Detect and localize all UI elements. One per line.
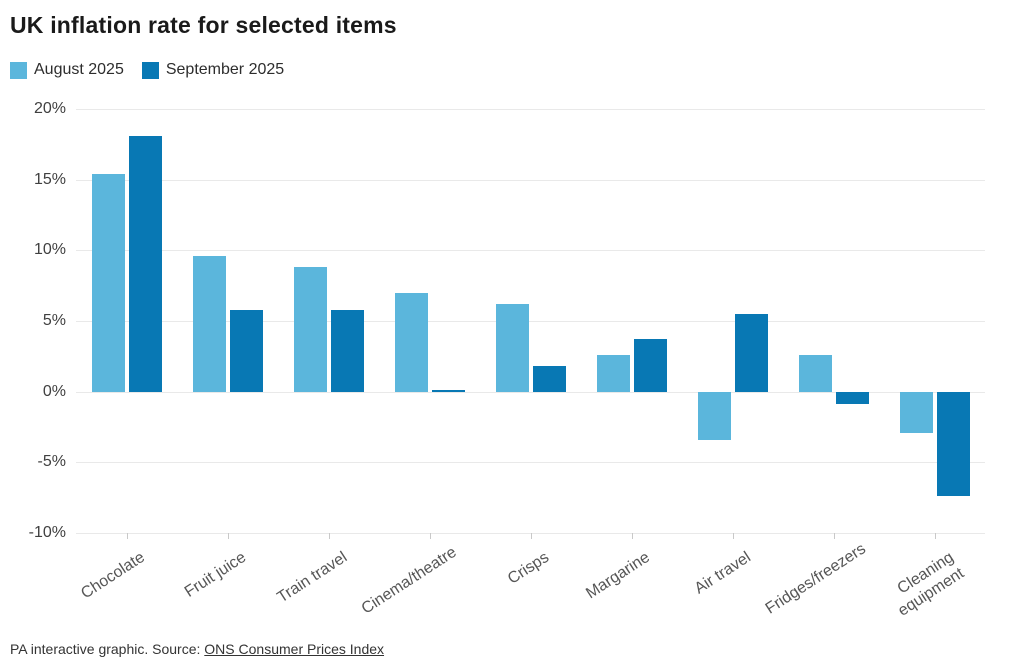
bar-august-2025-air-travel[interactable] xyxy=(698,391,731,440)
legend-item-september[interactable]: September 2025 xyxy=(141,61,285,79)
bar-september-2025-margarine[interactable] xyxy=(634,339,667,392)
bar-september-2025-fridges-freezers[interactable] xyxy=(836,391,869,405)
x-axis-label-air-travel: Air travel xyxy=(692,548,755,598)
x-axis-label-cleaning-equipment: Cleaning equipment xyxy=(894,548,967,620)
x-axis-tick-crisps xyxy=(531,533,532,539)
chart-title: UK inflation rate for selected items xyxy=(10,12,397,38)
bar-september-2025-fruit-juice[interactable] xyxy=(230,309,263,392)
bar-august-2025-crisps[interactable] xyxy=(496,304,529,392)
bar-september-2025-cinema-theatre[interactable] xyxy=(432,390,465,392)
x-axis-tick-fruit-juice xyxy=(228,533,229,539)
source-note: PA interactive graphic. Source: ONS Cons… xyxy=(10,641,384,657)
bar-august-2025-cinema-theatre[interactable] xyxy=(395,292,428,392)
bar-august-2025-chocolate[interactable] xyxy=(92,174,125,392)
gridline--5 xyxy=(76,462,985,463)
x-axis-label-chocolate: Chocolate xyxy=(78,548,149,603)
gridline-0 xyxy=(76,392,985,393)
bar-august-2025-fruit-juice[interactable] xyxy=(193,255,226,392)
x-axis-label-train-travel: Train travel xyxy=(274,548,351,607)
x-axis-tick-air-travel xyxy=(733,533,734,539)
bar-september-2025-cleaning-equipment[interactable] xyxy=(937,391,970,497)
x-axis-label-crisps: Crisps xyxy=(505,548,553,588)
gridline--10 xyxy=(76,533,985,534)
y-axis-label-0: 0% xyxy=(42,383,66,400)
gridline-5 xyxy=(76,321,985,322)
x-axis-tick-train-travel xyxy=(329,533,330,539)
legend-label-september: September 2025 xyxy=(165,61,285,78)
x-axis-tick-fridges-freezers xyxy=(834,533,835,539)
gridline-10 xyxy=(76,250,985,251)
legend-swatch-august xyxy=(10,61,27,79)
legend-swatch-september xyxy=(141,61,159,79)
bar-september-2025-chocolate[interactable] xyxy=(129,135,162,392)
y-axis-label-20: 20% xyxy=(33,100,66,117)
y-axis-label--10: -10% xyxy=(28,524,66,541)
legend: August 2025 September 2025 xyxy=(10,61,284,79)
y-axis-label-15: 15% xyxy=(33,171,66,188)
legend-label-august: August 2025 xyxy=(34,61,124,78)
y-axis-label--5: -5% xyxy=(37,453,66,470)
x-axis-label-fridges-freezers: Fridges/freezers xyxy=(762,540,869,618)
bar-september-2025-train-travel[interactable] xyxy=(331,309,364,392)
gridline-20 xyxy=(76,109,985,110)
legend-item-august[interactable]: August 2025 xyxy=(10,61,124,79)
x-axis-tick-cleaning-equipment xyxy=(935,533,936,539)
x-axis-label-margarine: Margarine xyxy=(583,548,654,603)
x-axis-tick-chocolate xyxy=(127,533,128,539)
bar-august-2025-fridges-freezers[interactable] xyxy=(799,354,832,392)
bar-august-2025-cleaning-equipment[interactable] xyxy=(900,391,933,433)
bar-august-2025-margarine[interactable] xyxy=(597,354,630,392)
source-link[interactable]: ONS Consumer Prices Index xyxy=(204,641,385,657)
bar-september-2025-crisps[interactable] xyxy=(533,366,566,392)
gridline-15 xyxy=(76,180,985,181)
x-axis-label-cinema-theatre: Cinema/theatre xyxy=(358,543,460,618)
x-axis-tick-margarine xyxy=(632,533,633,539)
x-axis-label-fruit-juice: Fruit juice xyxy=(181,548,250,601)
source-prefix: PA interactive graphic. Source: xyxy=(10,641,205,657)
y-axis-label-10: 10% xyxy=(33,241,66,258)
x-axis-tick-cinema-theatre xyxy=(430,533,431,539)
bar-september-2025-air-travel[interactable] xyxy=(735,313,768,392)
y-axis-label-5: 5% xyxy=(42,312,66,329)
bar-august-2025-train-travel[interactable] xyxy=(294,267,327,392)
